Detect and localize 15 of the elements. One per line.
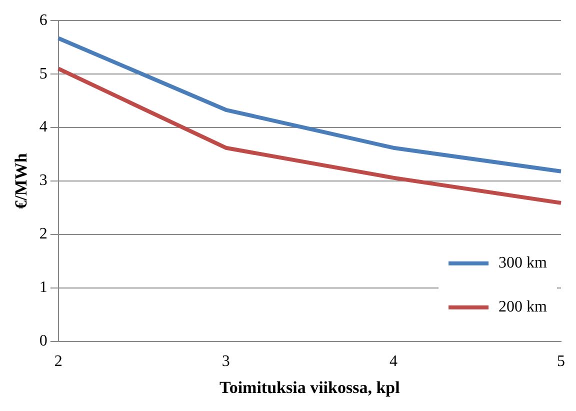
- y-axis-title: €/MWh: [12, 152, 31, 209]
- y-tick-label: 6: [39, 12, 48, 29]
- x-tick-label: 4: [389, 353, 398, 370]
- y-tick-label: 2: [39, 226, 48, 243]
- x-axis-title: Toimituksia viikossa, kpl: [220, 378, 400, 398]
- y-tick-label: 1: [39, 279, 48, 296]
- x-tick-label: 2: [54, 353, 62, 370]
- y-tick-label: 0: [39, 332, 48, 350]
- legend-label: 300 km: [498, 254, 548, 272]
- x-tick-label: 5: [557, 353, 565, 370]
- y-tick-label: 3: [39, 172, 48, 190]
- legend-label: 200 km: [498, 298, 548, 316]
- x-tick-label: 3: [222, 353, 230, 370]
- y-tick-label: 4: [39, 118, 48, 136]
- y-tick-label: 5: [39, 65, 48, 82]
